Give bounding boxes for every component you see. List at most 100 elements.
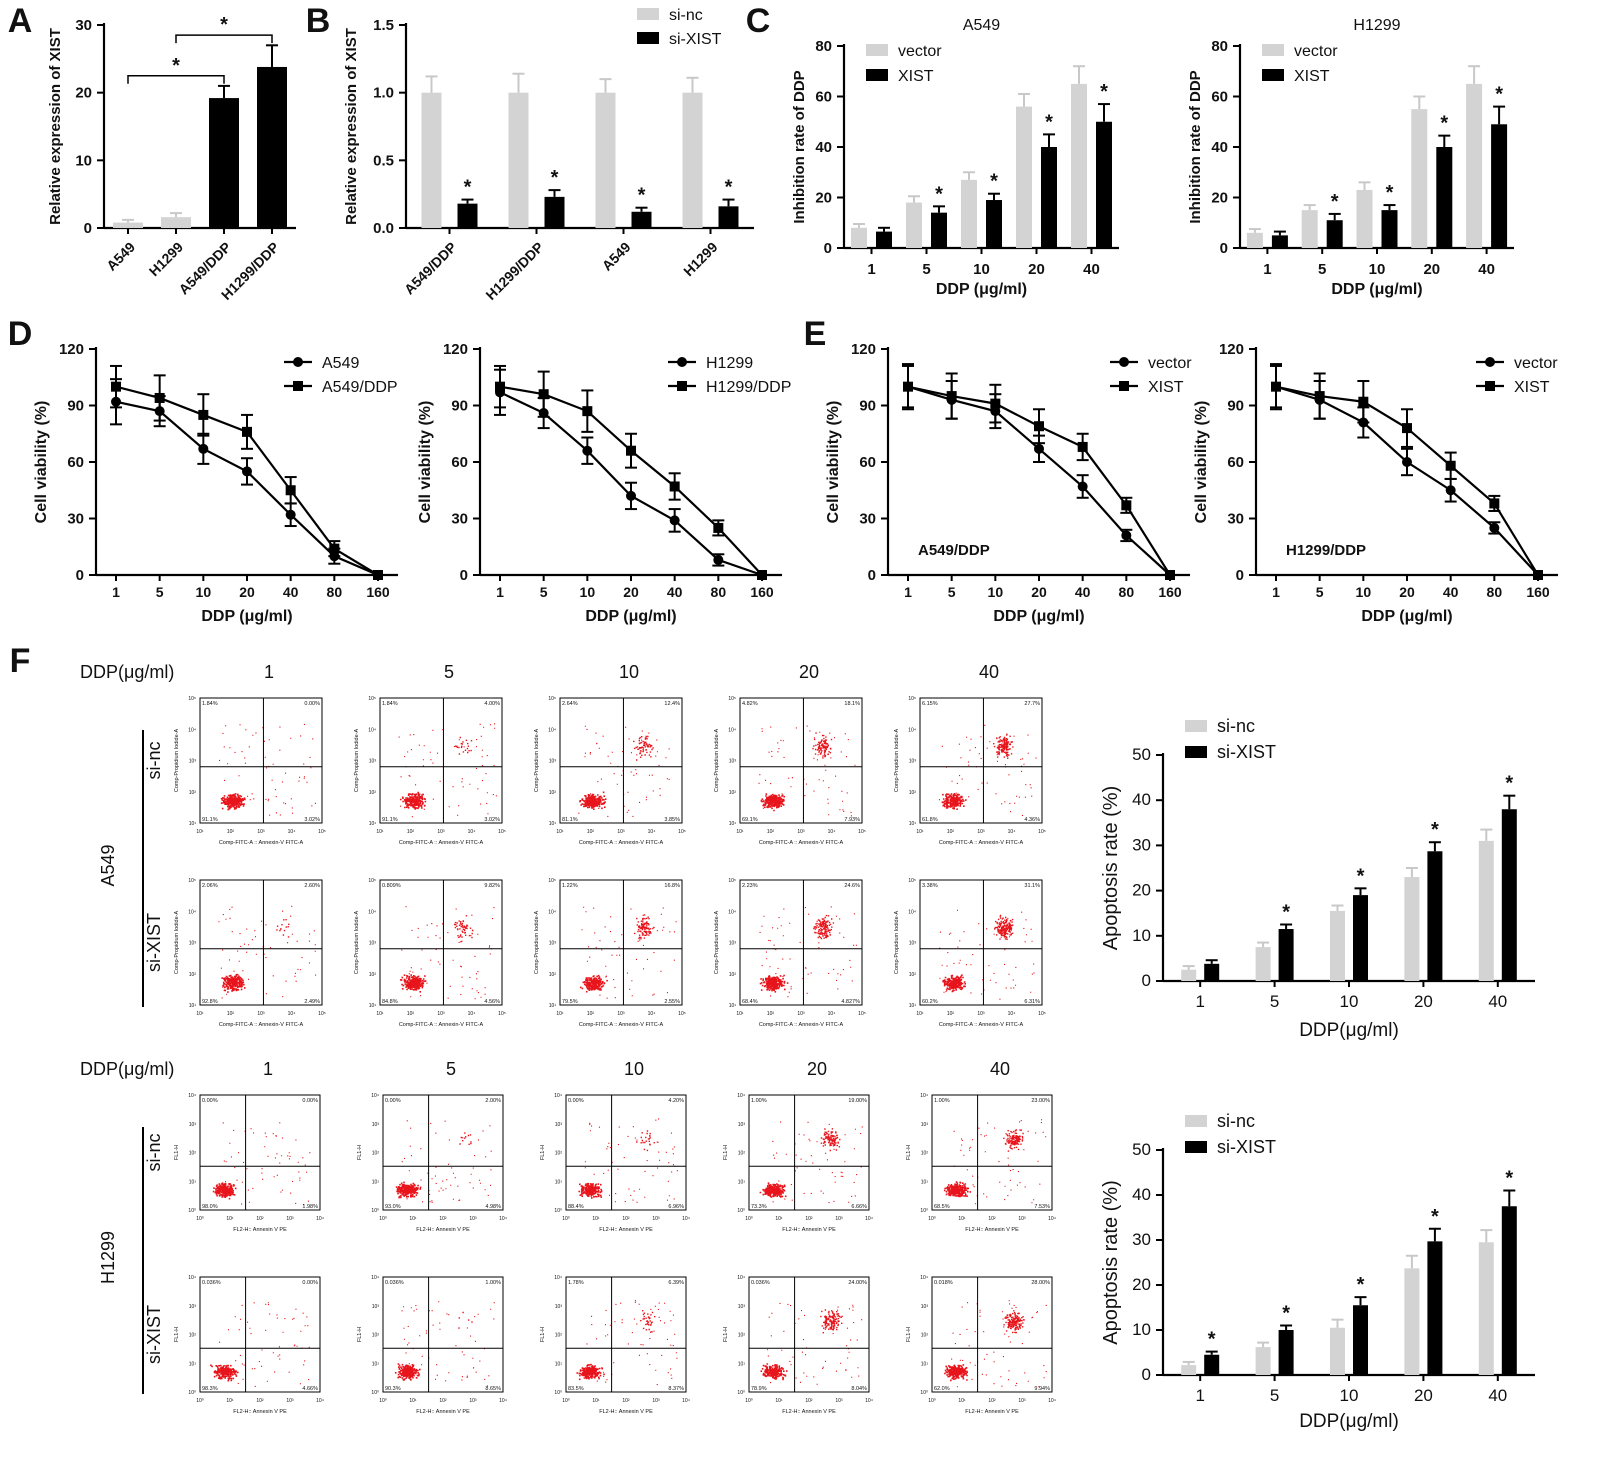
y-tick-label: 30 — [451, 511, 468, 528]
flow-y-axis-label: FL1-H — [723, 1327, 729, 1342]
flow-y-tick: 10² — [729, 972, 737, 978]
x-tick-label: 10 — [973, 261, 990, 278]
flow-x-tick: 10³ — [835, 1398, 843, 1404]
data-point — [669, 515, 680, 526]
legend-label: XIST — [1294, 68, 1330, 85]
legend-swatch — [1262, 44, 1284, 56]
flow-x-axis-label: Comp-FITC-A :: Annexin-V FITC-A — [219, 1022, 304, 1028]
quadrant-lr-value: 4.56% — [484, 999, 500, 1005]
x-tick-label: 5 — [1318, 261, 1326, 278]
quadrant-ul-value: 0.809% — [382, 883, 401, 889]
data-point — [373, 570, 383, 580]
bar — [1255, 1347, 1271, 1375]
quadrant-ul-value: 2.64% — [562, 701, 578, 707]
flow-y-tick: 10³ — [372, 1304, 380, 1310]
flow-events — [576, 1300, 678, 1386]
flow-y-axis-label: Comp-Propidium Iodide-A — [354, 729, 360, 793]
chart-D1: 0 30 60 90 120 Cell viability (%) 1 5 10 20 40 80 16… — [33, 341, 398, 625]
flow-x-tick: 10¹ — [775, 1216, 783, 1222]
bar — [631, 211, 652, 228]
flow-y-tick: 10¹ — [921, 1179, 929, 1185]
flow-y-tick: 10⁴ — [548, 909, 556, 915]
x-tick-label: 5 — [948, 584, 956, 600]
y-tick-label: 40 — [815, 139, 832, 156]
quadrant-ll-value: 84.8% — [382, 999, 398, 1005]
flow-y-tick: 10³ — [189, 941, 197, 947]
flow-x-tick: 10³ — [652, 1216, 660, 1222]
flow-x-tick: 10⁴ — [288, 829, 296, 835]
x-axis-label: DDP (μg/ml) — [993, 608, 1084, 625]
chart-C2: 0 20 40 60 80 Inhibition rate of DDP 1 5 * 10 * 20 *… — [1187, 17, 1514, 298]
flow-x-tick: 10⁴ — [468, 829, 476, 835]
quadrant-ll-value: 69.1% — [742, 817, 758, 823]
flow-x-tick: 10² — [805, 1216, 813, 1222]
legend-marker — [1485, 381, 1495, 391]
legend-marker — [1485, 357, 1495, 367]
y-tick-label: 30 — [1227, 511, 1244, 528]
flow-x-tick: 10⁰ — [928, 1398, 936, 1404]
data-point — [1077, 441, 1088, 452]
data-point — [242, 426, 252, 437]
flow-x-tick: 10³ — [437, 1011, 445, 1017]
flow-y-axis-label: FL1-H — [540, 1145, 546, 1160]
flow-plot: 0.018% 28.00%62.0% 9.94%FL2-H:: Annexin V … — [906, 1275, 1056, 1415]
bar — [595, 92, 616, 229]
flow-x-tick: 10⁴ — [499, 1216, 507, 1222]
flow-y-tick: 10⁴ — [908, 909, 916, 915]
flow-y-tick: 10⁴ — [920, 1093, 928, 1099]
flow-y-tick: 10⁴ — [371, 1275, 379, 1281]
flow-y-tick: 10³ — [921, 1304, 929, 1310]
flow-x-tick: 10¹ — [409, 1216, 417, 1222]
flow-x-tick: 10¹ — [196, 829, 204, 835]
flow-x-tick: 10² — [227, 1011, 235, 1017]
y-axis-label: Cell viability (%) — [825, 401, 842, 524]
flow-y-tick: 10⁰ — [554, 1208, 562, 1214]
x-tick-label: 10 — [580, 584, 596, 600]
data-point — [1271, 381, 1281, 392]
data-point — [582, 406, 593, 417]
panel-letter: D — [8, 315, 33, 353]
x-tick-label: 20 — [1414, 1386, 1433, 1405]
flow-x-tick: 10⁵ — [498, 829, 506, 835]
flow-x-axis-label: FL2-H:: Annexin V PE — [233, 1227, 287, 1233]
flow-y-tick: 10² — [738, 1151, 746, 1157]
flow-x-tick: 10¹ — [376, 829, 384, 835]
flow-y-tick: 10¹ — [189, 1361, 197, 1367]
x-tick-label: 20 — [239, 584, 255, 600]
flow-x-tick: 10² — [988, 1398, 996, 1404]
bar — [257, 66, 287, 228]
y-tick-label: 60 — [451, 454, 468, 471]
bar — [1271, 235, 1288, 248]
quadrant-ur-value: 27.7% — [1024, 701, 1040, 707]
flow-y-tick: 10³ — [369, 941, 377, 947]
y-axis-label: Apoptosis rate (%) — [1100, 1180, 1122, 1345]
flow-x-tick: 10⁵ — [1038, 829, 1046, 835]
flow-events — [760, 1302, 863, 1385]
quadrant-ll-value: 68.4% — [742, 999, 758, 1005]
x-tick-label: 40 — [1075, 584, 1091, 600]
significance-star: * — [1505, 1168, 1513, 1190]
flow-y-axis-label: FL1-H — [357, 1327, 363, 1342]
chart-C1: 0 20 40 60 80 Inhibition rate of DDP 1 5 * 10 * 20 *… — [791, 17, 1119, 298]
flow-y-tick: 10⁵ — [548, 696, 556, 702]
dose-label: DDP(μg/ml) — [80, 662, 174, 682]
flow-x-tick: 10¹ — [775, 1398, 783, 1404]
quadrant-ul-value: 0.036% — [385, 1280, 404, 1286]
chart-title: A549 — [963, 17, 1000, 34]
flow-y-tick: 10² — [549, 972, 557, 978]
data-point — [285, 509, 296, 520]
y-tick-label: 0 — [460, 567, 468, 584]
legend-label: A549 — [322, 355, 359, 372]
bar — [457, 203, 478, 228]
legend-label: vector — [898, 43, 942, 60]
flow-y-tick: 10³ — [738, 1122, 746, 1128]
flow-events — [579, 906, 677, 999]
data-point — [757, 570, 767, 580]
flow-y-tick: 10³ — [549, 759, 557, 765]
bar — [1478, 1242, 1494, 1375]
flow-y-tick: 10² — [921, 1333, 929, 1339]
quadrant-lr-value: 7.53% — [1034, 1204, 1050, 1210]
x-tick-label: 1 — [112, 584, 120, 600]
flow-x-tick: 10² — [767, 829, 775, 835]
flow-y-axis-label: Comp-Propidium Iodide-A — [894, 911, 900, 975]
